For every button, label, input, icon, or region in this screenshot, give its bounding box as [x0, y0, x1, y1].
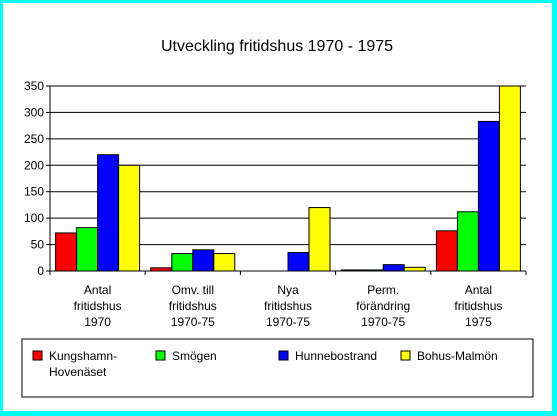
bar: [97, 154, 120, 272]
legend-label-line: Hovenäset: [49, 365, 107, 379]
bar: [118, 164, 141, 272]
legend-label-line: Smögen: [172, 349, 217, 363]
x-category-label-line: 1970-75: [266, 315, 310, 329]
chart-frame: Utveckling fritidshus 1970 - 1975 0 50 100…: [3, 3, 552, 411]
x-category-label-line: Omv. till: [172, 283, 214, 297]
x-category-label: Antal fritidshus 1970: [74, 283, 122, 329]
bar: [498, 85, 521, 272]
legend-label: Smögen: [172, 349, 217, 363]
bar: [171, 253, 194, 272]
legend-swatch: [32, 350, 43, 361]
legend: Kungshamn- Hovenäset Smögen Hunnebostrand Bo…: [21, 338, 534, 398]
x-axis-categories: Antal fritidshus 1970 Omv. till fritidshus 19…: [74, 283, 503, 329]
x-category-label-line: fritidshus: [74, 299, 122, 313]
bar: [55, 232, 78, 272]
legend-label-line: Kungshamn-: [49, 349, 117, 363]
x-category-label-line: 1975: [465, 315, 492, 329]
legend-label-line: Hunnebostrand: [295, 349, 377, 363]
bar: [403, 266, 426, 272]
y-tick-label: 200: [24, 158, 44, 172]
x-category-label-line: fritidshus: [169, 299, 217, 313]
bar: [308, 207, 331, 272]
bar: [213, 253, 236, 272]
bar: [477, 120, 500, 272]
legend-label: Hunnebostrand: [295, 349, 377, 363]
x-category-label: Omv. till fritidshus 1970-75: [169, 283, 217, 329]
chart: Utveckling fritidshus 1970 - 1975 0 50 100…: [21, 38, 534, 398]
x-category-label: Nya fritidshus 1970-75: [264, 283, 312, 329]
x-category-label: Antal fritidshus 1975: [454, 283, 502, 329]
x-category-label-line: fritidshus: [454, 299, 502, 313]
bar: [287, 252, 310, 272]
legend-swatch: [155, 350, 166, 361]
bar: [382, 264, 405, 272]
bar: [76, 227, 99, 272]
legend-box: [21, 338, 534, 398]
bar: [435, 230, 458, 272]
legend-swatch: [278, 350, 289, 361]
y-axis-ticks: 0 50 100 150 200 250 300 350: [24, 79, 50, 278]
chart-title: Utveckling fritidshus 1970 - 1975: [161, 38, 393, 55]
legend-label: Bohus-Malmön: [417, 349, 498, 363]
bars: [55, 85, 521, 272]
legend-label: Kungshamn- Hovenäset: [49, 349, 117, 379]
axes: [49, 86, 527, 275]
x-category-label-line: Perm.: [367, 283, 399, 297]
y-tick-label: 250: [24, 132, 44, 146]
x-category-label-line: 1970-75: [361, 315, 405, 329]
x-category-label: Perm. förändring 1970-75: [356, 283, 410, 329]
x-category-label-line: 1970: [84, 315, 111, 329]
x-category-label-line: 1970-75: [171, 315, 215, 329]
y-tick-label: 300: [24, 105, 44, 119]
x-category-label-line: Antal: [465, 283, 492, 297]
y-tick-label: 150: [24, 185, 44, 199]
x-category-label-line: förändring: [356, 299, 410, 313]
legend-swatch: [400, 350, 411, 361]
y-tick-label: 50: [31, 238, 45, 252]
y-tick-label: 100: [24, 211, 44, 225]
x-category-label-line: fritidshus: [264, 299, 312, 313]
legend-label-line: Bohus-Malmön: [417, 349, 498, 363]
x-category-label-line: Nya: [277, 283, 299, 297]
x-category-label-line: Antal: [84, 283, 111, 297]
y-tick-label: 0: [37, 264, 44, 278]
bar: [456, 211, 479, 272]
y-tick-label: 350: [24, 79, 44, 93]
bar: [192, 249, 215, 272]
